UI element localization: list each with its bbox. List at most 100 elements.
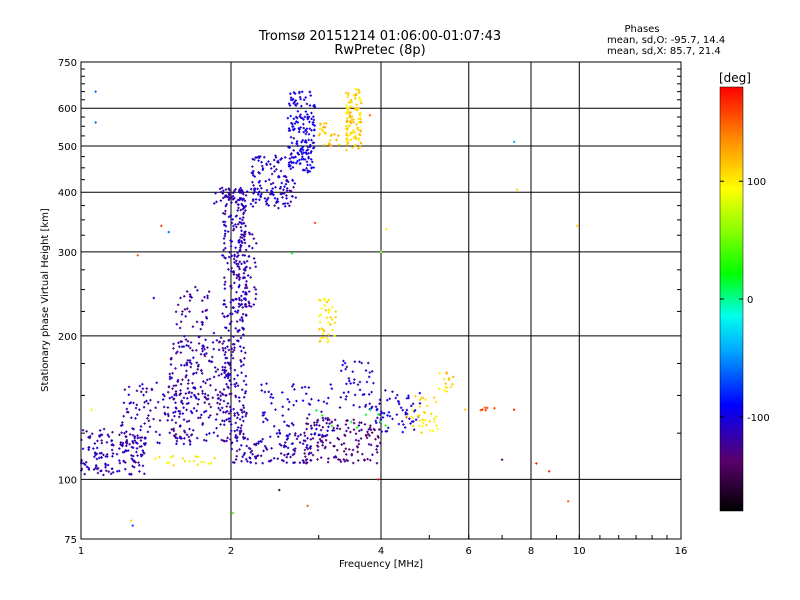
data-point [100,433,104,437]
data-point [547,470,551,473]
data-point [285,455,288,459]
data-point [334,455,337,458]
data-point [236,209,239,212]
data-point [345,365,349,369]
data-point [321,433,324,437]
data-point [120,431,123,434]
data-point [167,461,171,464]
data-point [310,129,313,132]
data-point [240,189,243,192]
data-point [444,382,447,385]
data-point [321,416,325,420]
data-point [286,187,289,190]
data-point [82,462,85,465]
data-point [241,218,244,222]
data-point [280,181,283,185]
data-point [106,453,109,456]
data-point [238,418,242,421]
data-point [347,101,351,104]
data-point [123,431,126,435]
data-point [240,229,243,232]
data-point [240,429,243,432]
data-point [206,378,209,382]
data-point [324,309,328,312]
data-point [322,130,325,133]
data-point [81,447,85,451]
data-point [238,432,242,436]
data-point [172,434,176,437]
data-point [289,455,292,459]
data-point [105,455,109,458]
data-point [238,238,241,242]
data-point [291,128,295,131]
data-point [293,388,296,391]
data-point [338,427,342,431]
data-point [135,403,139,407]
data-point [180,313,184,316]
data-point [233,281,236,285]
data-point [247,300,250,304]
data-point [293,92,297,95]
data-point [230,320,233,323]
data-point [168,372,171,376]
data-point [438,387,441,390]
data-point [293,182,296,185]
data-point [384,389,387,392]
data-point [155,381,158,384]
data-point [172,342,175,346]
data-point [317,433,320,437]
data-point [397,422,401,426]
data-point [316,441,320,444]
data-point [379,250,383,254]
data-point [273,170,276,173]
data-point [387,426,390,430]
data-point [197,392,200,396]
data-point [147,419,151,423]
data-point [230,429,233,432]
data-point [300,104,303,108]
data-point [311,123,315,126]
data-point [229,438,232,441]
data-point [289,114,292,118]
data-point [420,431,423,434]
data-point [124,467,127,471]
data-point [234,223,237,226]
data-point [176,350,179,353]
data-point [183,437,186,440]
data-point [248,447,252,450]
data-point [278,442,282,446]
data-point [308,127,312,130]
data-point [225,394,228,397]
data-point [204,409,208,413]
data-point [191,325,195,328]
data-point [281,196,284,199]
data-point [405,397,409,400]
data-point [325,300,329,304]
data-point [230,347,234,350]
data-point [228,251,231,254]
data-point [130,473,133,476]
data-point [401,430,404,434]
data-point [340,443,343,446]
data-point [277,435,280,438]
data-point [128,443,131,446]
data-point [226,195,230,198]
data-point [318,328,321,331]
data-point [245,305,248,308]
data-point [174,406,178,409]
data-point [242,297,246,301]
data-point [136,434,139,437]
data-point [138,408,141,411]
data-point [330,424,333,428]
data-point [352,121,355,124]
data-point [221,346,225,350]
data-point [279,158,282,161]
data-point [223,299,226,302]
data-point [166,419,169,422]
data-point [192,459,196,463]
data-point [224,350,227,354]
data-point [237,285,240,289]
data-point [145,390,148,394]
data-point [183,295,186,298]
data-point [134,461,137,464]
